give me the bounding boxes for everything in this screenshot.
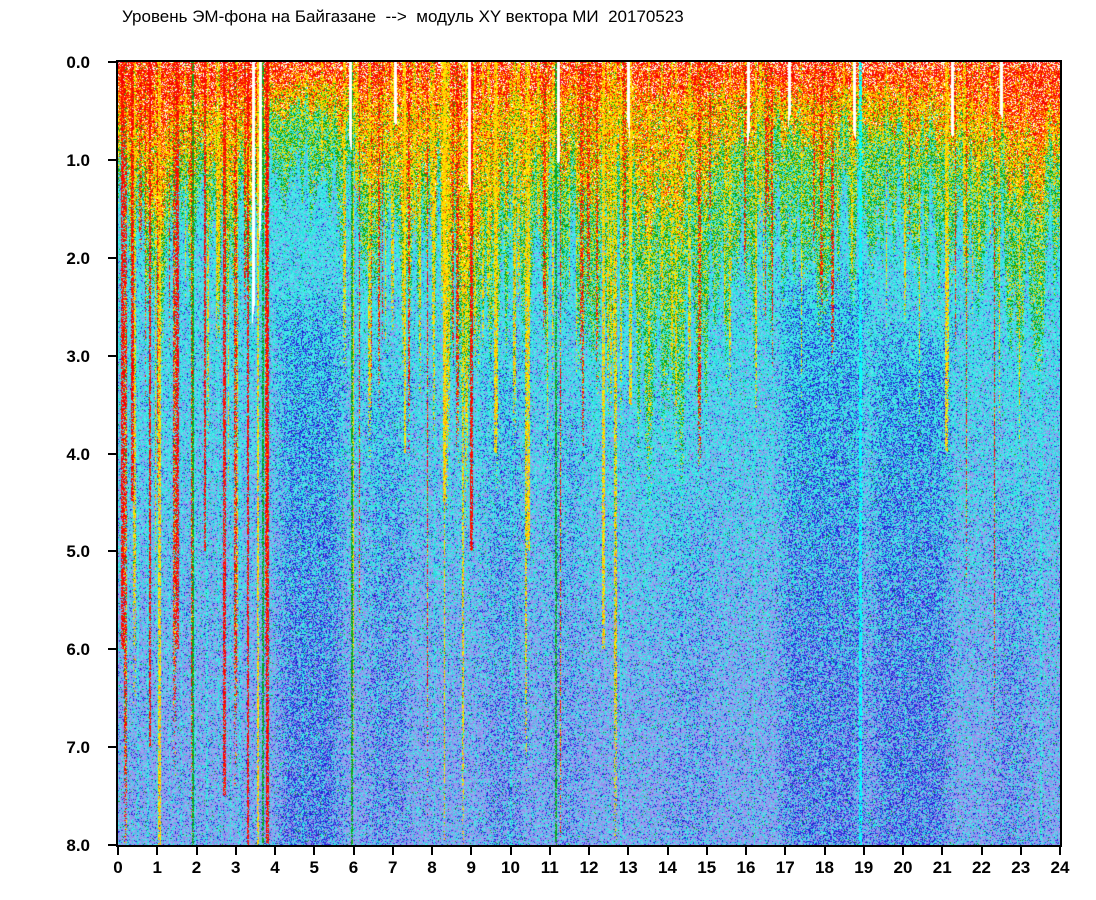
x-tick-label: 17 [775,858,795,877]
y-tick-mark [108,256,116,259]
x-tick-label: 23 [1011,858,1031,877]
x-tick-label: 20 [893,858,913,877]
x-tick-label: 15 [697,858,717,877]
y-tick-mark [108,452,116,455]
x-tick-mark [862,847,865,855]
x-tick-label: 10 [501,858,520,877]
y-tick-label: 6.0 [66,640,90,660]
chart-title: Уровень ЭМ-фона на Байгазане --> модуль … [122,7,684,26]
x-tick-mark [509,847,512,855]
x-tick-mark [941,847,944,855]
x-tick-mark [980,847,983,855]
x-tick-mark [588,847,590,855]
x-tick-label: 5 [309,858,319,877]
x-tick-label: 9 [466,858,476,877]
x-tick-label: 1 [152,858,162,877]
x-tick-mark [548,847,551,855]
x-tick-label: 16 [736,858,756,877]
y-tick-label: 7.0 [66,738,90,758]
x-tick-label: 13 [618,858,638,877]
y-tick-label: 1.0 [66,150,90,170]
x-tick-mark [352,847,355,855]
x-tick-mark [234,847,237,855]
x-tick-label: 0 [113,858,123,877]
x-tick-mark [902,847,904,855]
y-tick-mark [108,648,116,651]
x-tick-mark [156,847,159,855]
y-tick-mark [108,354,116,357]
x-tick-mark [823,847,826,855]
y-tick-mark [108,746,116,749]
x-tick-label: 22 [972,858,991,877]
x-tick-mark [705,847,708,855]
spectrogram-canvas [118,62,1060,845]
y-tick-label: 3.0 [66,346,90,366]
x-tick-mark [195,847,198,855]
x-tick-mark [1019,847,1022,855]
y-tick-label: 5.0 [66,542,90,562]
x-tick-mark [431,847,433,855]
x-tick-mark [784,847,787,855]
x-tick-mark [1059,847,1061,855]
x-tick-label: 8 [427,858,437,877]
x-tick-label: 2 [191,858,202,877]
y-tick-label: 8.0 [66,836,90,855]
x-tick-label: 21 [932,858,952,877]
x-tick-label: 3 [231,858,241,877]
x-tick-label: 11 [540,858,559,877]
x-tick-mark [666,847,669,855]
x-tick-label: 7 [388,858,398,877]
x-tick-label: 18 [815,858,834,877]
plot-area [116,60,1062,847]
x-tick-label: 4 [270,858,280,877]
y-tick-label: 4.0 [66,444,90,464]
y-tick-mark [108,61,116,63]
x-tick-label: 19 [854,858,874,877]
x-tick-mark [391,847,394,855]
x-tick-mark [117,847,119,855]
y-tick-label: 2.0 [66,248,90,268]
x-tick-label: 14 [658,858,677,877]
x-tick-mark [627,847,630,855]
x-tick-mark [313,847,316,855]
y-tick-mark [108,158,116,161]
y-tick-mark [108,550,116,553]
x-tick-label: 12 [579,858,599,877]
x-tick-mark [470,847,473,855]
x-tick-mark [274,847,276,855]
y-tick-label: 0.0 [66,53,90,72]
x-tick-mark [745,847,747,855]
x-tick-label: 6 [348,858,359,877]
x-tick-label: 24 [1050,858,1070,877]
y-tick-mark [108,844,116,846]
